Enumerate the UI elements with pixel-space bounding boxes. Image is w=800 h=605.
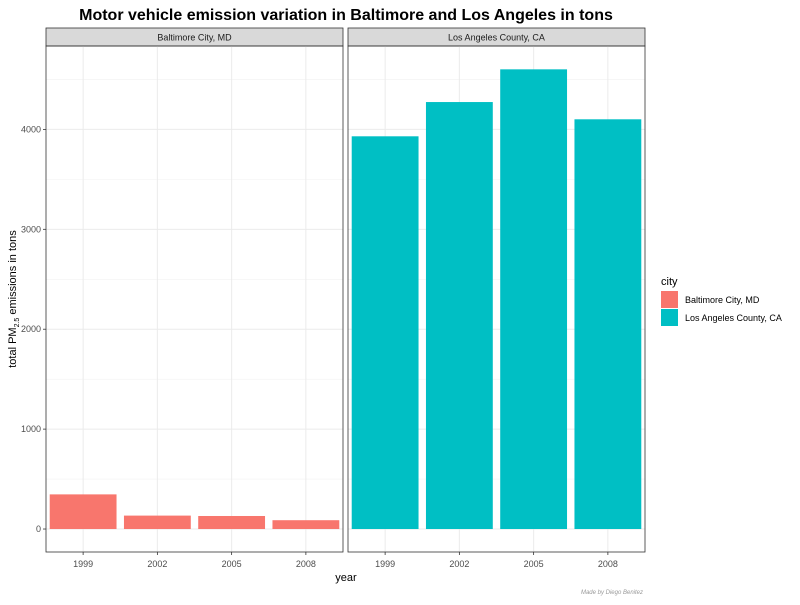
- panel-los-angeles: [347, 45, 646, 553]
- x-axis-title: year: [335, 572, 357, 584]
- bar: [574, 119, 642, 530]
- y-axis: 0 1000 2000 3000 4000: [21, 124, 46, 534]
- bar: [351, 136, 419, 530]
- bar: [425, 102, 493, 530]
- chart-title: Motor vehicle emission variation in Balt…: [79, 7, 613, 24]
- x-tick-label: 2008: [598, 559, 618, 569]
- facet-label-baltimore: Baltimore City, MD: [157, 33, 232, 43]
- legend-title: city: [661, 276, 678, 288]
- y-tick-label: 4000: [21, 124, 41, 134]
- bar: [272, 520, 340, 530]
- y-tick-label: 1000: [21, 424, 41, 434]
- y-tick-label: 2000: [21, 324, 41, 334]
- legend: city Baltimore City, MD Los Angeles Coun…: [661, 276, 782, 326]
- panel-border: [45, 45, 344, 553]
- panel-baltimore: [45, 45, 344, 553]
- x-axis: 1999 2002 2005 2008 1999 2002 2005 2008: [73, 552, 618, 569]
- bar: [198, 515, 266, 530]
- panel-border: [347, 45, 646, 553]
- x-tick-label: 2005: [222, 559, 242, 569]
- facet-label-los-angeles: Los Angeles County, CA: [448, 33, 545, 43]
- legend-key-los-angeles: [661, 309, 678, 326]
- x-tick-label: 2002: [449, 559, 469, 569]
- y-tick-label: 3000: [21, 224, 41, 234]
- x-tick-label: 1999: [375, 559, 395, 569]
- bar: [123, 515, 191, 530]
- legend-label-los-angeles: Los Angeles County, CA: [685, 313, 782, 323]
- y-tick-label: 0: [36, 524, 41, 534]
- legend-label-baltimore: Baltimore City, MD: [685, 295, 760, 305]
- y-axis-title: total PM2.5 emissions in tons: [7, 230, 21, 368]
- caption: Made by Diego Benitez: [581, 590, 643, 596]
- x-tick-label: 2002: [147, 559, 167, 569]
- x-tick-label: 2008: [296, 559, 316, 569]
- x-tick-label: 1999: [73, 559, 93, 569]
- legend-key-baltimore: [661, 291, 678, 308]
- bar: [49, 494, 117, 530]
- x-tick-label: 2005: [524, 559, 544, 569]
- bar: [500, 69, 568, 530]
